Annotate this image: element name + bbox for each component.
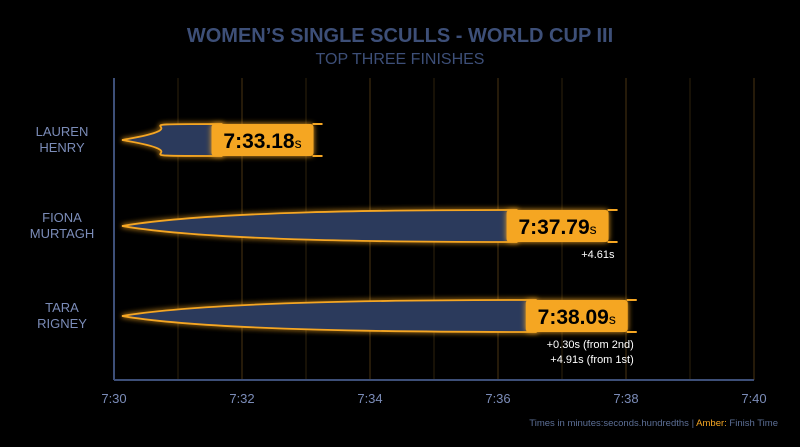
x-tick-label: 7:34 [357,391,382,406]
race-row: FIONA MURTAGH 7:37.79s +4.61s [30,207,618,261]
chart-title: WOMEN’S SINGLE SCULLS - WORLD CUP III [187,25,613,47]
athlete-name-line: TARA [45,300,79,315]
chart-subtitle: TOP THREE FINISHES [316,51,485,68]
race-row: LAUREN HENRY 7:33.18s [36,121,323,159]
x-tick-label: 7:36 [485,391,510,406]
finish-time-value: 7:38.09 [538,306,609,329]
finish-time-unit: s [295,135,302,151]
finish-time-label: 7:33.18s [223,130,301,153]
margin-note: +0.30s (from 2nd) [547,339,634,351]
finish-time-value: 7:37.79 [518,216,589,239]
athlete-name: LAUREN HENRY [36,124,89,155]
margin-note: +4.91s (from 1st) [550,354,633,366]
finish-time-label: 7:37.79s [518,216,596,239]
footnote-main: Times in minutes:seconds.hundredths | [529,418,697,429]
athlete-name: TARA RIGNEY [37,300,87,331]
footnote: Times in minutes:seconds.hundredths | Am… [529,418,778,429]
x-tick-label: 7:32 [229,391,254,406]
finish-time-unit: s [609,311,616,327]
athlete-name: FIONA MURTAGH [30,210,95,241]
athlete-name-line: FIONA [42,210,82,225]
finish-time-label: 7:38.09s [538,306,616,329]
margin-note: +4.61s [581,249,615,261]
time-label-box [525,300,628,332]
athlete-name-line: MURTAGH [30,226,95,241]
athlete-name-line: LAUREN [36,124,89,139]
boat-hull [121,299,537,333]
time-label-box [506,210,609,242]
x-tick-label: 7:30 [101,391,126,406]
boat-hull [121,123,223,157]
boat-hull [121,209,518,243]
time-label-box [211,124,314,156]
athlete-name-line: RIGNEY [37,316,87,331]
finish-time-value: 7:33.18 [223,130,295,153]
x-axis: 7:30 7:32 7:34 7:36 7:38 7:40 [101,78,767,406]
x-tick-label: 7:40 [741,391,766,406]
footnote-amber-label: Amber: [696,418,727,429]
footnote-amber-desc: Finish Time [726,418,778,429]
athlete-name-line: HENRY [39,140,85,155]
x-tick-label: 7:38 [613,391,638,406]
race-row: TARA RIGNEY 7:38.09s +0.30s (from 2nd) +4.91… [37,297,637,366]
finish-time-unit: s [590,221,597,237]
